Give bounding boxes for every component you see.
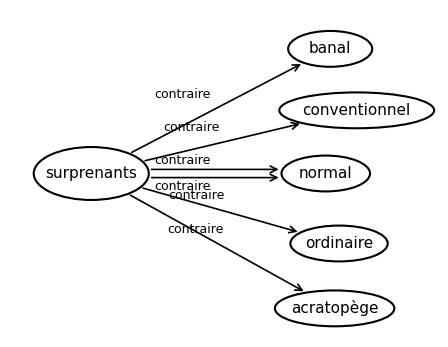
Ellipse shape xyxy=(290,226,388,261)
Text: contraire: contraire xyxy=(168,189,224,202)
Text: acratopège: acratopège xyxy=(291,301,379,316)
Text: contraire: contraire xyxy=(163,121,219,134)
Text: contraire: contraire xyxy=(155,154,211,167)
Text: normal: normal xyxy=(299,166,353,181)
Text: contraire: contraire xyxy=(155,180,211,193)
Ellipse shape xyxy=(275,290,394,326)
Ellipse shape xyxy=(279,92,434,128)
Text: contraire: contraire xyxy=(167,223,224,236)
Text: banal: banal xyxy=(309,41,351,56)
Text: contraire: contraire xyxy=(154,88,210,101)
Text: conventionnel: conventionnel xyxy=(302,103,411,118)
Text: ordinaire: ordinaire xyxy=(305,236,373,251)
Text: surprenants: surprenants xyxy=(45,166,137,181)
Ellipse shape xyxy=(34,147,149,200)
Ellipse shape xyxy=(288,31,372,67)
Ellipse shape xyxy=(281,155,370,192)
